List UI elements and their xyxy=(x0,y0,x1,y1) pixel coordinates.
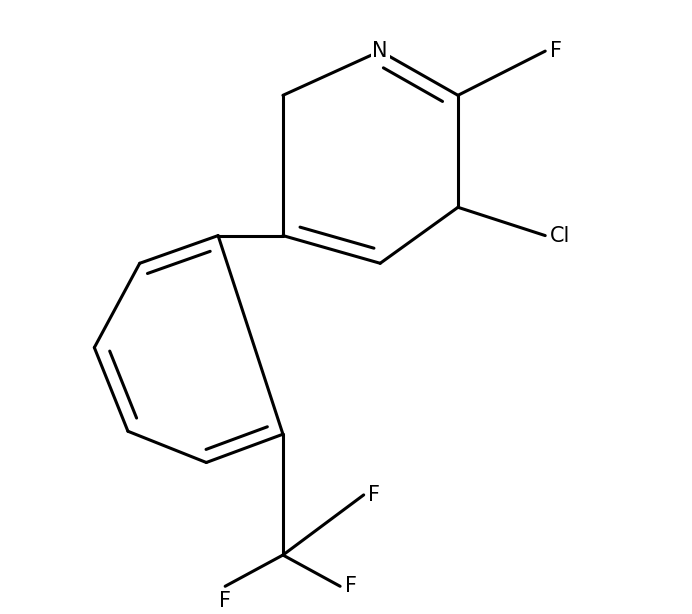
Text: F: F xyxy=(345,577,357,596)
Text: Cl: Cl xyxy=(550,225,570,246)
Text: F: F xyxy=(368,485,381,505)
Text: N: N xyxy=(372,41,388,61)
Text: F: F xyxy=(219,591,231,611)
Text: F: F xyxy=(550,41,562,61)
